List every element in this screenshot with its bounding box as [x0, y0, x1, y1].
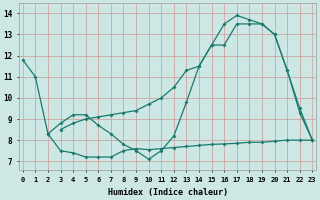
X-axis label: Humidex (Indice chaleur): Humidex (Indice chaleur) — [108, 188, 228, 197]
